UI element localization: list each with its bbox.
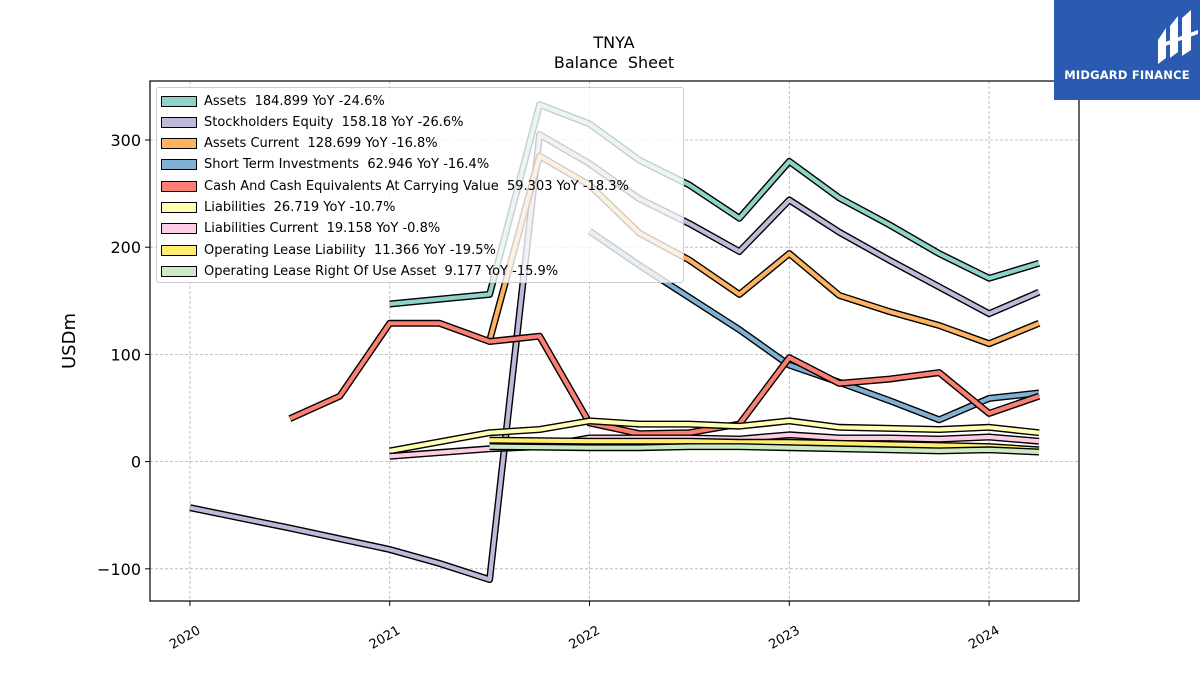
- legend-swatch: [161, 180, 197, 192]
- y-tick-label: 300: [110, 131, 141, 150]
- legend-label: Operating Lease Right Of Use Asset 9.177…: [204, 263, 559, 279]
- x-tick-label: 2023: [766, 623, 802, 653]
- legend-item: Assets 184.899 YoY -24.6%: [161, 92, 385, 110]
- legend-swatch: [161, 223, 197, 235]
- legend-item: Assets Current 128.699 YoY -16.8%: [161, 135, 438, 153]
- legend-label: Liabilities Current 19.158 YoY -0.8%: [204, 221, 441, 237]
- legend-swatch: [161, 116, 197, 128]
- midgard-logo-icon: [1158, 10, 1198, 64]
- chart-subtitle: Balance Sheet: [554, 53, 674, 72]
- legend-swatch: [161, 244, 197, 256]
- y-tick-label: −100: [97, 560, 141, 579]
- legend-item: Short Term Investments 62.946 YoY -16.4%: [161, 156, 489, 174]
- legend-label: Stockholders Equity 158.18 YoY -26.6%: [204, 114, 464, 130]
- x-tick-label: 2021: [367, 623, 403, 653]
- legend-swatch: [161, 265, 197, 277]
- series-line: [489, 443, 1040, 456]
- series-line: [489, 436, 1040, 454]
- y-axis-label: USDm: [59, 313, 80, 369]
- series-stroke: [489, 438, 1040, 452]
- legend-label: Cash And Cash Equivalents At Carrying Va…: [204, 178, 629, 194]
- legend-swatch: [161, 202, 197, 213]
- legend-item: Stockholders Equity 158.18 YoY -26.6%: [161, 113, 464, 131]
- y-axis: −100 0 100 200 300: [97, 131, 150, 579]
- plot-frame: [149, 80, 1080, 602]
- series-stroke: [288, 321, 1040, 436]
- x-axis: 2020 2021 2022 2023 2024: [167, 601, 1002, 653]
- series-line: [389, 417, 1040, 455]
- x-tick-label: 2022: [567, 623, 603, 653]
- legend-item: Cash And Cash Equivalents At Carrying Va…: [161, 177, 629, 195]
- legend-item: Operating Lease Liability 11.366 YoY -19…: [161, 241, 496, 259]
- legend-label: Short Term Investments 62.946 YoY -16.4%: [204, 157, 490, 173]
- series-line: [288, 319, 1041, 438]
- legend-swatch: [161, 95, 197, 107]
- y-tick-label: 100: [110, 345, 141, 364]
- legend-item: Liabilities Current 19.158 YoY -0.8%: [161, 220, 440, 238]
- series-stroke: [389, 418, 1040, 453]
- brand-logo: MIDGARD FINANCE: [1054, 0, 1200, 100]
- legend-item: Operating Lease Right Of Use Asset 9.177…: [161, 262, 558, 280]
- legend-label: Operating Lease Liability 11.366 YoY -19…: [204, 242, 496, 258]
- legend-label: Assets Current 128.699 YoY -16.8%: [204, 136, 438, 152]
- legend-item: Liabilities 26.719 YoY -10.7%: [161, 199, 396, 217]
- series-stroke: [489, 444, 1040, 455]
- legend-swatch: [161, 159, 197, 171]
- chart-title: TNYA: [592, 33, 634, 52]
- legend-swatch: [161, 138, 197, 150]
- y-tick-label: 0: [131, 453, 141, 472]
- brand-name: MIDGARD FINANCE: [1064, 68, 1190, 82]
- legend-label: Liabilities 26.719 YoY -10.7%: [204, 200, 396, 215]
- legend-label: Assets 184.899 YoY -24.6%: [204, 93, 385, 109]
- x-tick-label: 2024: [966, 623, 1002, 653]
- y-tick-label: 200: [110, 238, 141, 257]
- legend: Assets 184.899 YoY -24.6% Stockholders Eq…: [156, 87, 684, 283]
- x-tick-label: 2020: [167, 623, 203, 653]
